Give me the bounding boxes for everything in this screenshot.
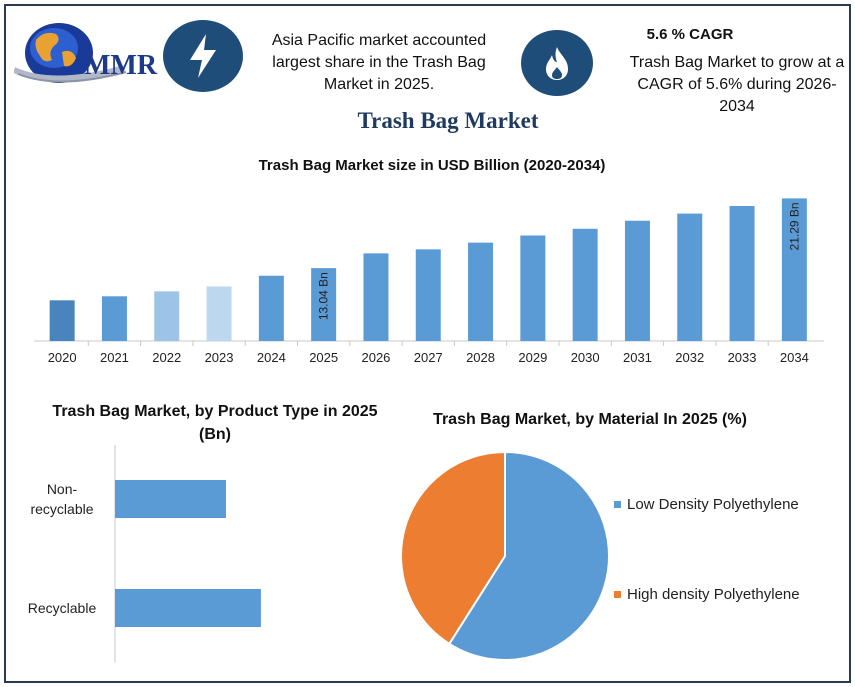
material-pie-chart xyxy=(400,450,610,661)
lightning-bolt-icon xyxy=(163,20,243,92)
logo-text: MMR xyxy=(84,50,158,81)
legend-label: Low Density Polyethylene xyxy=(627,495,799,513)
x-tick-label: 2033 xyxy=(728,350,757,365)
bar-2021 xyxy=(101,296,127,341)
cagr-description: Trash Bag Market to grow at a CAGR of 5.… xyxy=(629,54,845,115)
data-label: 21.29 Bn xyxy=(787,202,801,250)
x-tick-label: 2025 xyxy=(309,350,338,365)
bar-2026 xyxy=(363,253,389,341)
bar-2029 xyxy=(520,235,546,341)
legend-label: High density Polyethylene xyxy=(627,585,800,603)
x-tick-label: 2026 xyxy=(361,350,390,365)
bar-2030 xyxy=(572,228,598,341)
bar-2033 xyxy=(729,205,755,341)
hbar-non-recyclable xyxy=(115,480,226,518)
x-tick-label: 2024 xyxy=(257,350,286,365)
x-tick-label: 2030 xyxy=(571,350,600,365)
bar-2022 xyxy=(154,291,180,341)
bar-2032 xyxy=(677,213,703,341)
x-tick-label: 2027 xyxy=(414,350,443,365)
legend-item-hdpe: High density Polyethylene xyxy=(614,583,800,605)
main-title: Trash Bag Market xyxy=(357,108,539,133)
x-tick-label: 2032 xyxy=(675,350,704,365)
flame-icon xyxy=(521,30,593,96)
pie-slice-1 xyxy=(400,450,506,646)
market-size-chart: 2020 2021 2022 2023 2024 2025 13.04 Bn 2026 2027… xyxy=(34,198,824,365)
pie-slice-0 xyxy=(447,450,610,661)
legend-item-ldpe: Low Density Polyethylene xyxy=(614,493,800,515)
x-tick-label: 2031 xyxy=(623,350,652,365)
bar-2034 xyxy=(781,198,807,341)
data-label: 13.04 Bn xyxy=(317,272,331,320)
material-legend: Low Density Polyethylene High density Po… xyxy=(614,493,800,605)
asia-pacific-info: Asia Pacific market accounted largest sh… xyxy=(271,32,487,93)
bar-2023 xyxy=(206,286,232,341)
x-tick-label: 2022 xyxy=(152,350,181,365)
x-tick-label: 2023 xyxy=(205,350,234,365)
hbar-recyclable xyxy=(115,589,261,627)
legend-swatch xyxy=(614,590,621,598)
x-tick-label: 2029 xyxy=(518,350,547,365)
cagr-title: 5.6 % CAGR xyxy=(646,26,734,43)
y-tick-label: Non-recyclable xyxy=(30,481,93,517)
x-tick-label: 2021 xyxy=(100,350,129,365)
bar-2025 xyxy=(311,268,337,341)
bar-2020 xyxy=(49,300,75,341)
material-chart-title: Trash Bag Market, by Material In 2025 (%… xyxy=(433,411,747,428)
bar-2028 xyxy=(468,242,494,341)
bar-2031 xyxy=(624,220,650,341)
legend-swatch xyxy=(614,500,621,508)
bar-2024 xyxy=(258,275,284,341)
product-type-chart: Non-recyclable Recyclable xyxy=(28,445,261,662)
x-tick-label: 2020 xyxy=(48,350,77,365)
market-size-chart-title: Trash Bag Market size in USD Billion (20… xyxy=(258,157,606,174)
x-tick-label: 2028 xyxy=(466,350,495,365)
y-tick-label: Recyclable xyxy=(28,600,97,616)
product-type-chart-title: Trash Bag Market, by Product Type in 202… xyxy=(52,403,378,443)
bar-2027 xyxy=(415,249,441,341)
x-tick-label: 2034 xyxy=(780,350,809,365)
mmr-logo xyxy=(14,23,127,83)
